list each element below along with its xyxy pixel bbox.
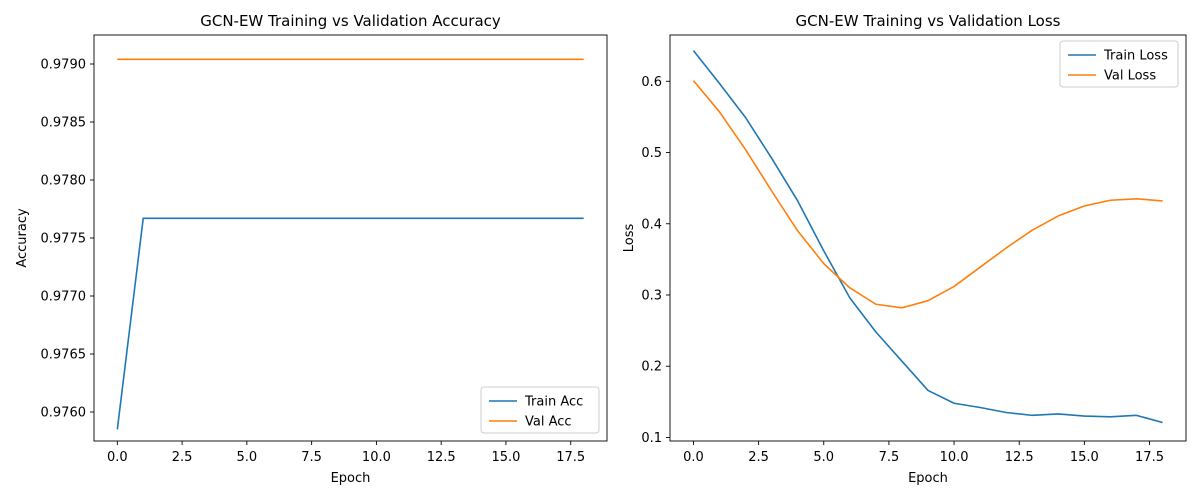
x-tick-label: 17.5 — [1135, 450, 1164, 465]
y-tick-label: 0.4 — [641, 217, 662, 232]
plot-frame — [93, 34, 608, 442]
y-tick-label: 0.9785 — [41, 116, 87, 131]
chart-title: GCN-EW Training vs Validation Accuracy — [200, 12, 501, 30]
plot-frame — [669, 34, 1187, 442]
x-tick-label: 12.5 — [1005, 450, 1034, 465]
y-tick-label: 0.9780 — [41, 174, 87, 189]
x-axis-label: Epoch — [908, 471, 948, 486]
legend-label: Train Acc — [524, 395, 583, 410]
x-tick-label: 0.0 — [107, 450, 128, 465]
x-tick-label: 10.0 — [940, 450, 969, 465]
x-axis-label: Epoch — [331, 471, 371, 486]
legend-label: Val Acc — [525, 415, 572, 430]
x-tick-label: 15.0 — [491, 450, 520, 465]
y-tick-label: 0.3 — [641, 288, 662, 303]
y-axis-label: Loss — [622, 224, 637, 253]
chart-title: GCN-EW Training vs Validation Loss — [796, 12, 1061, 30]
y-tick-label: 0.1 — [641, 431, 662, 446]
accuracy-chart: GCN-EW Training vs Validation Accuracy 0.… — [15, 12, 608, 486]
legend-label: Train Loss — [1103, 49, 1168, 64]
series-line-val-loss — [692, 80, 1163, 309]
legend-label: Val Loss — [1104, 69, 1156, 84]
y-tick-label: 0.5 — [641, 146, 662, 161]
y-tick-label: 0.9770 — [41, 290, 87, 305]
x-tick-label: 17.5 — [556, 450, 585, 465]
x-tick-label: 7.5 — [301, 450, 322, 465]
y-tick-label: 0.6 — [641, 75, 662, 90]
y-tick-label: 0.9775 — [41, 232, 87, 247]
x-tick-label: 12.5 — [427, 450, 456, 465]
series-line-train-loss — [692, 50, 1163, 424]
x-tick-label: 15.0 — [1070, 450, 1099, 465]
x-tick-label: 5.0 — [813, 450, 834, 465]
x-tick-label: 10.0 — [362, 450, 391, 465]
legend: Train Loss Val Loss — [1059, 40, 1179, 88]
loss-chart: GCN-EW Training vs Validation Loss 0.0 2.5… — [622, 12, 1187, 486]
y-tick-label: 0.9765 — [41, 348, 87, 363]
legend: Train Acc Val Acc — [480, 386, 600, 434]
x-tick-label: 2.5 — [172, 450, 193, 465]
y-axis-label: Accuracy — [15, 208, 30, 268]
y-tick-label: 0.2 — [641, 360, 662, 375]
x-tick-label: 2.5 — [748, 450, 769, 465]
y-tick-label: 0.9790 — [41, 58, 87, 73]
series-line-train-acc — [116, 217, 584, 430]
x-tick-label: 5.0 — [237, 450, 258, 465]
x-tick-label: 0.0 — [683, 450, 704, 465]
y-tick-label: 0.9760 — [41, 406, 87, 421]
x-tick-label: 7.5 — [879, 450, 900, 465]
